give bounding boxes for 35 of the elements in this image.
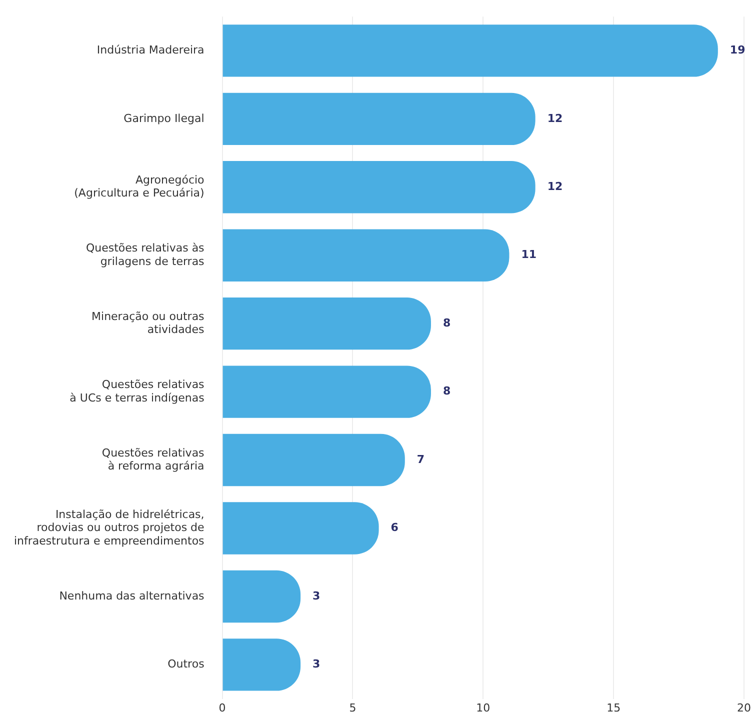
y-tick-label: Mineração ou outras atividades xyxy=(92,310,205,336)
x-tick-label: 15 xyxy=(606,701,621,714)
y-tick-label: Nenhuma das alternativas xyxy=(59,589,205,602)
x-tick-label: 20 xyxy=(737,701,751,714)
data-label: 12 xyxy=(547,180,563,194)
bar xyxy=(222,229,510,282)
bar xyxy=(222,570,301,623)
bar xyxy=(222,161,536,214)
y-tick-label: Instalação de hidrelétricas, rodovias ou outros projetos de infraestrutura e empreendimentos xyxy=(14,508,205,548)
data-label: 12 xyxy=(547,112,563,125)
bar xyxy=(222,366,431,418)
data-label: 8 xyxy=(442,316,451,330)
bar xyxy=(222,297,431,350)
bar xyxy=(222,434,405,486)
x-tick-label: 10 xyxy=(476,701,490,714)
data-label: 7 xyxy=(416,452,425,466)
bar xyxy=(222,638,301,691)
bar xyxy=(222,24,718,77)
x-tick-label: 0 xyxy=(218,701,226,714)
data-label: 3 xyxy=(312,658,320,671)
y-tick-label: Questões relativas às grilagens de terras xyxy=(86,242,205,268)
bar xyxy=(222,502,379,554)
y-tick-label: Questões relativas à reforma agrária xyxy=(102,446,205,472)
data-label: 8 xyxy=(442,384,451,398)
y-tick-label: Garimpo Ilegal xyxy=(124,112,204,125)
data-label: 3 xyxy=(312,589,320,602)
y-tick-label: Outros xyxy=(168,658,205,671)
y-tick-label: Agronegócio (Agricultura e Pecuária) xyxy=(74,173,205,200)
data-label: 6 xyxy=(390,521,399,534)
y-tick-label: Questões relativas à UCs e terras indígenas xyxy=(70,378,205,404)
x-tick-label: 5 xyxy=(349,701,356,714)
data-label: 19 xyxy=(730,44,746,57)
bar xyxy=(222,92,536,146)
y-tick-label: Indústria Madereira xyxy=(96,44,204,57)
data-label: 11 xyxy=(521,248,537,262)
